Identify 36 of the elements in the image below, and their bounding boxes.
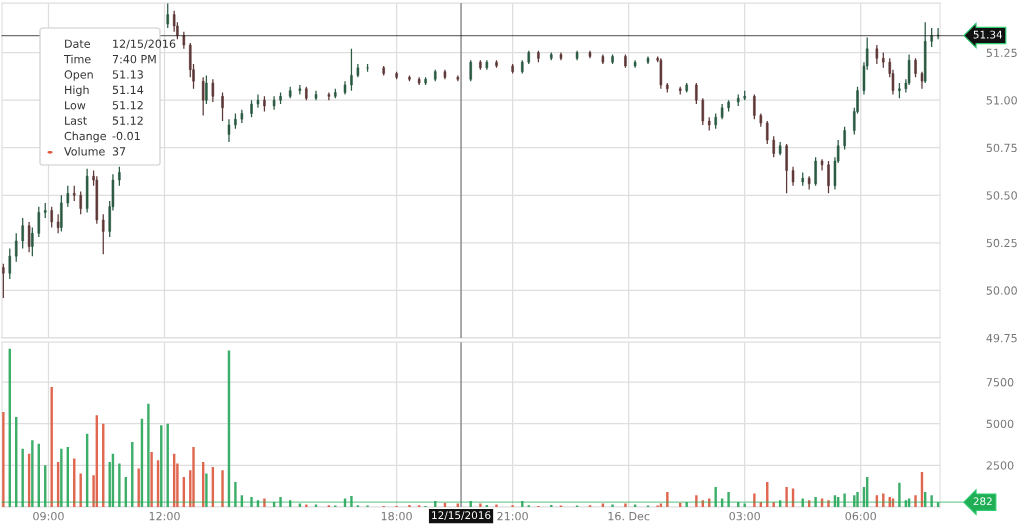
y-tick-label: 5000 (986, 419, 1014, 429)
x-tick-label: 16. Dec (608, 511, 650, 521)
y-tick-label: 7500 (986, 378, 1014, 387)
y-tick-label: 51.25 (986, 48, 1017, 57)
ref-line-label: 282 (973, 497, 992, 506)
y-tick-label: 2500 (986, 461, 1014, 470)
y-tick-label: 49.75 (986, 333, 1017, 343)
y-tick-label: 50.00 (986, 286, 1017, 295)
annotation: 12/15/2016 (113, 39, 176, 49)
annotation: Low (65, 101, 86, 110)
x-tick-label: 03:00 (729, 511, 760, 521)
annotation: 7:40 PM (112, 54, 156, 64)
x-tick-label: 06:00 (845, 511, 877, 521)
annotation: Time (63, 54, 91, 64)
y-tick-label: 50.75 (986, 143, 1017, 153)
annotation: 51.14 (112, 85, 144, 95)
x-tick-label: 12:00 (149, 511, 180, 521)
y-tick-label: 51.00 (986, 96, 1017, 105)
annotation: 51.13 (112, 70, 143, 79)
annotation: 51.12 (112, 116, 143, 125)
y-tick-label: 50.25 (986, 238, 1017, 248)
ref-line-label: 12/15/2016 (432, 511, 491, 520)
ref-line-label: 51.34 (973, 30, 1003, 39)
annotation: 51.12 (112, 101, 143, 110)
annotation: Open (64, 70, 93, 81)
annotation: Change (64, 131, 106, 143)
annotation: Last (65, 116, 87, 125)
x-tick-label: 21:00 (497, 511, 528, 521)
x-tick-label: 18:00 (381, 511, 412, 521)
annotation: High (65, 85, 89, 97)
annotation: Date (65, 39, 90, 48)
annotation: Volume (64, 146, 105, 156)
annotation: -0.01 (112, 131, 140, 141)
x-tick-label: 09:00 (33, 511, 64, 521)
annotation: 37 (112, 147, 126, 156)
y-tick-label: 50.50 (986, 191, 1017, 200)
